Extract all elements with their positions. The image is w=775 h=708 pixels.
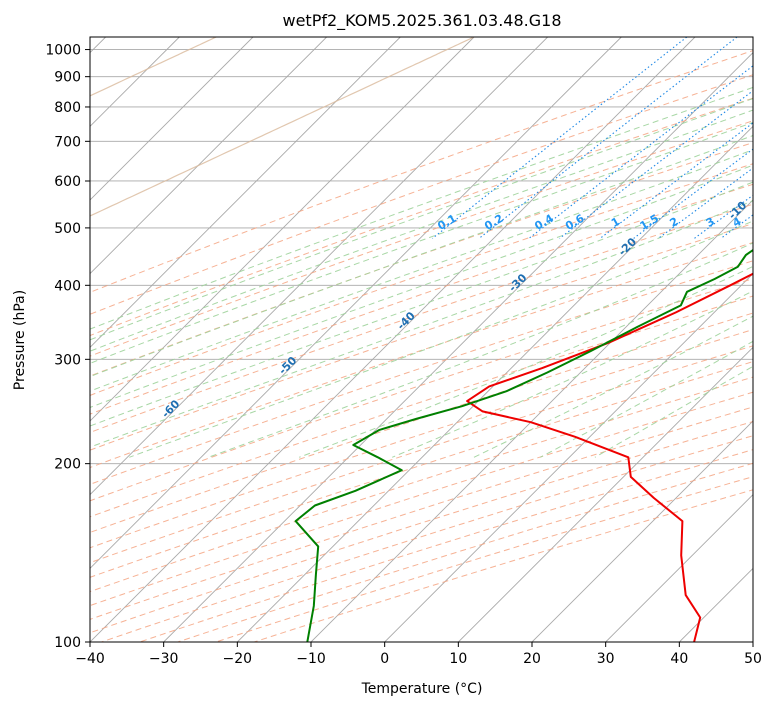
sounding-profiles [294, 248, 753, 642]
temperature-profile-line [466, 272, 753, 642]
reference-curve [90, 37, 475, 217]
chart-title: wetPf2_KOM5.2025.361.03.48.G18 [282, 11, 561, 31]
y-tick-label: 700 [54, 134, 81, 150]
isotherm-line [531, 420, 753, 642]
dry-adiabat-line [90, 97, 753, 337]
isotherm-line [90, 37, 622, 569]
isotherm-line [90, 37, 475, 422]
moist-adiabat-line [90, 149, 753, 392]
y-tick-label: 1000 [45, 43, 81, 59]
dry-adiabat-line [90, 260, 753, 485]
y-tick-label: 300 [54, 352, 81, 368]
dry-adiabat-line [90, 50, 753, 293]
dry-adiabat-line [90, 278, 753, 502]
moist-adiabat-line [90, 135, 753, 378]
moist-adiabat-line [299, 265, 753, 458]
x-tick-label: 10 [449, 651, 467, 667]
dry-adiabat-line [90, 120, 753, 357]
y-tick-label: 200 [54, 457, 81, 473]
y-axis: 1000 900 800 700 600 500 400 300 200 100 [45, 43, 90, 651]
isotherm-line [458, 346, 753, 642]
mixing-ratio-line [559, 90, 753, 239]
dry-adiabat-line [90, 142, 753, 377]
dry-adiabat-line [90, 391, 753, 607]
x-tick-label: 50 [744, 651, 762, 667]
x-tick-label: 30 [597, 651, 615, 667]
x-tick-label: −40 [75, 651, 105, 667]
isotherm-line [90, 37, 327, 275]
dry-adiabat-line [90, 74, 753, 315]
isotherm-line [90, 37, 548, 496]
x-axis: −40 −30 −20 −10 0 10 20 30 40 50 [75, 642, 762, 667]
isotherm-line [90, 37, 254, 201]
reference-curve [90, 37, 217, 97]
x-tick-label: 20 [523, 651, 541, 667]
y-tick-label: 900 [54, 70, 81, 86]
dry-adiabat-line [90, 163, 753, 396]
isotherm-line [605, 494, 753, 642]
mixing-ratio-line [658, 167, 753, 239]
y-tick-label: 500 [54, 221, 81, 237]
moist-adiabat-line [90, 97, 753, 341]
x-tick-label: 0 [380, 651, 389, 667]
x-tick-label: −10 [296, 651, 326, 667]
y-tick-label: 800 [54, 100, 81, 116]
y-axis-label: Pressure (hPa) [12, 290, 28, 390]
plot-frame [89, 36, 754, 643]
dewpoint-profile-line [294, 248, 753, 642]
reference-lines [90, 37, 753, 642]
x-axis-label: Temperature (°C) [361, 681, 483, 697]
isotherm-line [237, 125, 753, 642]
moist-adiabat-line [90, 121, 753, 364]
isotherm-line [384, 273, 753, 642]
y-tick-label: 600 [54, 174, 81, 190]
x-tick-label: −20 [223, 651, 253, 667]
isotherm-line [163, 52, 753, 642]
dry-adiabat-line [90, 361, 753, 578]
y-tick-label: 100 [54, 635, 81, 651]
isotherm-line [90, 37, 401, 348]
x-tick-label: −30 [149, 651, 179, 667]
x-tick-label: 40 [670, 651, 688, 667]
moist-adiabat-line [129, 220, 753, 458]
dry-adiabat-line [90, 329, 753, 549]
mixing-ratio-line [478, 37, 738, 239]
y-tick-label: 400 [54, 278, 81, 294]
isotherm-line [90, 37, 696, 642]
dry-adiabat-line [90, 223, 753, 451]
